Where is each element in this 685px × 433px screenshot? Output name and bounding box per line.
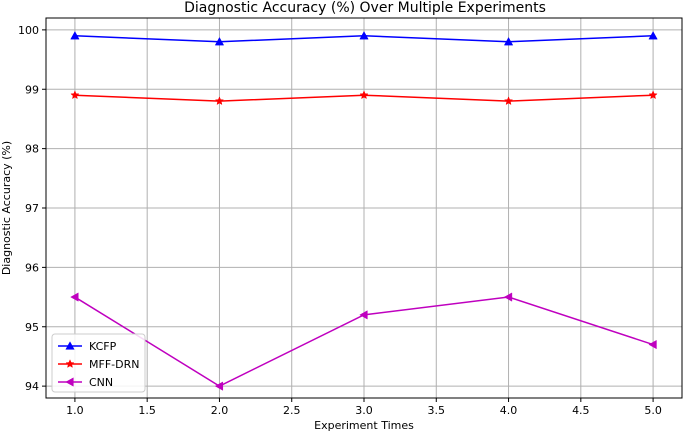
y-tick-label: 99 <box>25 83 39 96</box>
legend-box <box>51 333 146 393</box>
chart-title: Diagnostic Accuracy (%) Over Multiple Ex… <box>184 0 546 16</box>
data-point-cnn <box>648 339 657 350</box>
x-tick-label: 2.0 <box>211 404 229 417</box>
data-point-kcfp <box>648 31 658 40</box>
y-tick-label: 94 <box>25 380 39 393</box>
series-kcfp <box>70 31 658 46</box>
x-tick-label: 4.0 <box>500 404 518 417</box>
series-layer <box>70 31 658 391</box>
y-tick-label: 97 <box>25 202 39 215</box>
y-tick-label: 96 <box>25 261 39 274</box>
data-point-mff-drn <box>359 90 369 100</box>
data-point-mff-drn <box>503 96 514 106</box>
series-mff-drn <box>70 90 658 106</box>
data-point-kcfp <box>503 37 514 46</box>
x-axis: 1.0 1.5 2.0 2.5 3.0 3.5 4.0 4.5 5.0 <box>66 398 662 417</box>
x-tick-label: 5.0 <box>644 404 662 417</box>
series-cnn <box>70 292 657 391</box>
data-point-mff-drn <box>214 96 225 106</box>
grid <box>46 18 682 398</box>
data-point-kcfp <box>70 31 80 40</box>
data-point-cnn <box>359 310 368 320</box>
x-tick-label: 2.5 <box>283 404 301 417</box>
x-tick-label: 1.0 <box>66 404 84 417</box>
legend-marker-cnn <box>65 377 74 387</box>
y-axis-label: Diagnostic Accuracy (%) <box>0 141 13 275</box>
data-point-kcfp <box>214 37 225 46</box>
data-point-cnn <box>503 292 513 302</box>
x-axis-label: Experiment Times <box>314 419 414 432</box>
x-tick-label: 3.5 <box>428 404 446 417</box>
data-point-mff-drn <box>648 90 658 100</box>
x-tick-label: 3.0 <box>355 404 373 417</box>
data-point-cnn <box>70 292 79 302</box>
legend-marker-mff-drn <box>65 359 75 368</box>
y-tick-label: 98 <box>25 143 39 156</box>
x-tick-label: 1.5 <box>138 404 156 417</box>
legend: KCFP MFF-DRN CNN <box>51 333 146 393</box>
y-tick-label: 100 <box>18 24 39 37</box>
y-axis: 94 95 96 97 98 99 100 <box>18 24 46 393</box>
legend-marker-kcfp <box>65 341 75 350</box>
legend-label-mff-drn: MFF-DRN <box>89 358 139 371</box>
y-tick-label: 95 <box>25 321 39 334</box>
data-point-cnn <box>214 381 224 391</box>
legend-label-cnn: CNN <box>89 376 113 389</box>
x-tick-label: 4.5 <box>572 404 590 417</box>
data-point-kcfp <box>359 31 369 40</box>
legend-label-kcfp: KCFP <box>89 340 117 353</box>
data-point-mff-drn <box>70 90 80 100</box>
